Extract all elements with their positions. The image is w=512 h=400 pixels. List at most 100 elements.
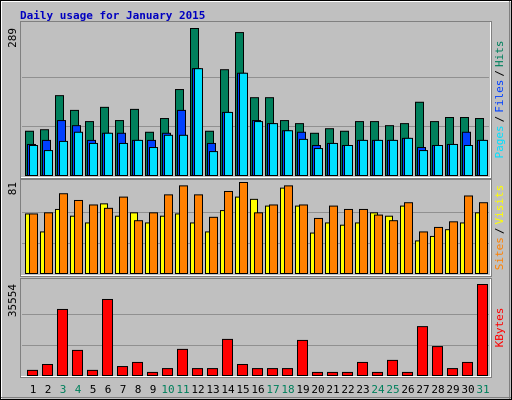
bar [104,207,113,274]
bar [269,123,278,176]
bar [419,150,428,177]
bar [162,368,173,377]
x-tick-label: 2 [45,383,52,396]
bar [164,194,173,275]
x-tick-label: 23 [356,383,369,396]
bar [329,142,338,176]
bar [402,371,413,377]
bar [312,371,323,377]
bar [134,139,143,176]
x-tick-label: 6 [105,383,112,396]
bar [254,212,263,274]
x-tick-label: 13 [206,383,219,396]
x-tick-label: 7 [120,383,127,396]
bar [194,68,203,176]
legend-separator: / [493,70,506,77]
y-tick-label: 35554 [6,284,19,317]
bar [207,368,218,377]
bar [299,204,308,274]
bar [404,202,413,275]
x-tick-label: 1 [30,383,37,396]
y-tick-label: 81 [6,182,19,195]
bar [387,359,398,376]
bar [194,194,203,275]
bar [357,361,368,377]
x-tick-label: 27 [416,383,429,396]
bar [329,205,338,274]
bar [449,143,458,177]
x-tick-label: 26 [401,383,414,396]
bar [434,226,443,275]
bar [134,220,143,274]
x-tick-label: 22 [341,383,354,396]
bar [209,151,218,177]
legend-entry: Files [493,80,506,113]
x-tick-label: 5 [90,383,97,396]
bar [314,148,323,176]
bar [102,298,113,377]
x-tick-label: 29 [446,383,459,396]
bar [209,216,218,275]
x-tick-label: 28 [431,383,444,396]
chart-title: Daily usage for January 2015 [20,9,205,22]
bar [222,338,233,376]
bar [29,144,38,177]
bar [479,202,488,275]
bar [72,349,83,376]
y-tick-label: 289 [6,28,19,48]
bar [449,221,458,274]
x-tick-label: 16 [251,383,264,396]
bar [284,130,293,176]
bar [239,72,248,176]
bar [372,371,383,377]
bar [119,196,128,274]
bar [59,193,68,275]
bar [464,144,473,177]
bar [254,121,263,176]
legend: KBytes [493,308,506,348]
x-tick-label: 3 [60,383,67,396]
bar [44,150,53,177]
x-tick-label: 14 [221,383,235,396]
bar [179,185,188,275]
bar [117,366,128,377]
bar [224,190,233,274]
bar [342,371,353,377]
legend-entry: Visits [493,185,506,225]
bar [87,369,98,376]
bar [149,212,158,274]
bar [432,346,443,376]
bar [314,217,323,275]
x-tick-label: 18 [281,383,294,396]
bar [74,199,83,274]
bar [89,142,98,176]
bar [147,371,158,377]
bar [267,368,278,377]
x-tick-label: 15 [236,383,249,396]
bar [224,111,233,177]
bar [462,361,473,377]
bar [447,368,458,377]
legend-entry: Pages [493,125,506,158]
bar [59,140,68,176]
bar [344,208,353,275]
bar [479,139,488,176]
x-tick-label: 24 [371,383,385,396]
legend: Pages / Files / Hits [493,41,506,159]
legend-entry: Hits [493,41,506,68]
bar [132,361,143,377]
bar [389,220,398,274]
bar [237,363,248,376]
bar [404,137,413,177]
bar [239,182,248,274]
bar [44,212,53,274]
bar [164,134,173,176]
bar [252,368,263,377]
x-tick-label: 30 [461,383,474,396]
x-tick-label: 20 [311,383,324,396]
bar [477,284,488,376]
legend-entry: Sites [493,237,506,270]
x-tick-label: 25 [386,383,399,396]
bar [42,363,53,376]
